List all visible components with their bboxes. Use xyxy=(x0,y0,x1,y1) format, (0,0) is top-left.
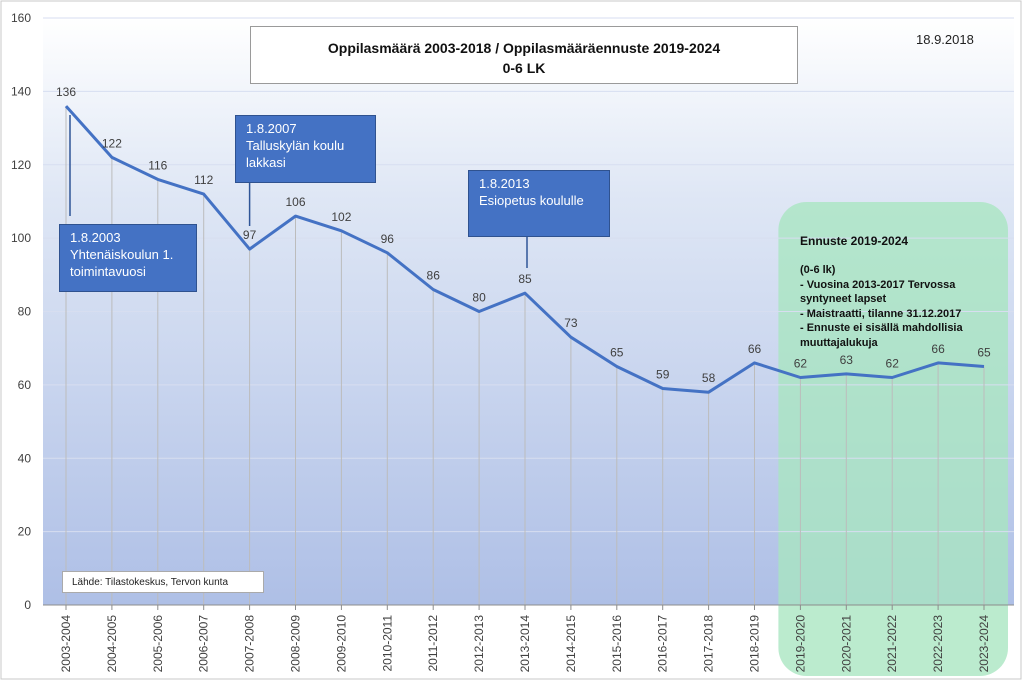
x-tick-label: 2022-2023 xyxy=(931,615,945,673)
chart-title-box: Oppilasmäärä 2003-2018 / Oppilasmääräenn… xyxy=(250,26,798,84)
annotation-2013: 1.8.2013 Esiopetus koululle xyxy=(468,170,610,237)
y-tick-label: 60 xyxy=(18,378,32,392)
forecast-note: Ennuste 2019-2024 (0-6 lk) - Vuosina 201… xyxy=(800,218,996,365)
x-tick-label: 2005-2006 xyxy=(151,615,165,673)
forecast-title: Ennuste 2019-2024 xyxy=(800,233,909,248)
data-label: 106 xyxy=(285,195,305,209)
data-label: 58 xyxy=(702,371,716,385)
x-tick-label: 2020-2021 xyxy=(839,615,853,673)
annotation-2003: 1.8.2003 Yhtenäiskoulun 1. toimintavuosi xyxy=(59,224,197,292)
data-label: 63 xyxy=(840,353,854,367)
x-tick-label: 2003-2004 xyxy=(59,615,73,673)
data-label: 97 xyxy=(243,228,257,242)
forecast-details: (0-6 lk) - Vuosina 2013-2017 Tervossa sy… xyxy=(800,264,963,349)
y-tick-label: 80 xyxy=(18,305,32,319)
data-label: 66 xyxy=(931,342,945,356)
data-label: 62 xyxy=(794,357,808,371)
data-label: 65 xyxy=(977,346,991,360)
x-tick-label: 2007-2008 xyxy=(243,615,257,673)
annotation-2007: 1.8.2007 Talluskylän koulu lakkasi xyxy=(235,115,376,183)
data-label: 73 xyxy=(564,316,578,330)
data-label: 66 xyxy=(748,342,762,356)
y-tick-label: 40 xyxy=(18,451,32,465)
x-tick-label: 2013-2014 xyxy=(518,615,532,673)
data-label: 86 xyxy=(427,268,441,282)
x-tick-label: 2014-2015 xyxy=(564,615,578,673)
x-tick-label: 2008-2009 xyxy=(289,615,303,673)
source-note: Lähde: Tilastokeskus, Tervon kunta xyxy=(62,571,264,593)
forecast-region xyxy=(778,202,1008,676)
x-tick-label: 2017-2018 xyxy=(702,615,716,673)
data-label: 85 xyxy=(518,272,532,286)
x-tick-label: 2019-2020 xyxy=(793,615,807,673)
data-label: 65 xyxy=(610,346,624,360)
x-tick-label: 2021-2022 xyxy=(885,615,899,673)
y-tick-label: 120 xyxy=(11,158,31,172)
data-label: 62 xyxy=(886,357,900,371)
x-tick-label: 2015-2016 xyxy=(610,615,624,673)
y-tick-label: 20 xyxy=(18,525,32,539)
chart-date: 18.9.2018 xyxy=(916,32,974,47)
x-tick-label: 2006-2007 xyxy=(197,615,211,673)
series-line xyxy=(64,105,985,394)
x-tick-label: 2010-2011 xyxy=(380,615,394,672)
chart-title: Oppilasmäärä 2003-2018 / Oppilasmääräenn… xyxy=(327,40,721,56)
y-tick-label: 100 xyxy=(11,231,31,245)
x-tick-label: 2009-2010 xyxy=(334,615,348,673)
data-label: 102 xyxy=(331,210,351,224)
x-tick-label: 2018-2019 xyxy=(748,615,762,673)
data-label: 112 xyxy=(194,173,213,187)
x-tick-label: 2011-2012 xyxy=(426,615,440,672)
data-label: 96 xyxy=(381,232,395,246)
data-label: 116 xyxy=(148,158,167,172)
x-tick-label: 2023-2024 xyxy=(977,615,991,673)
y-tick-label: 0 xyxy=(24,598,31,612)
x-tick-label: 2004-2005 xyxy=(105,615,119,673)
data-label: 80 xyxy=(472,291,486,305)
data-label: 59 xyxy=(656,368,670,382)
y-tick-label: 160 xyxy=(11,11,31,25)
y-tick-label: 140 xyxy=(11,84,31,98)
x-tick-label: 2012-2013 xyxy=(472,615,486,673)
data-label: 136 xyxy=(56,85,76,99)
data-label: 122 xyxy=(102,136,122,150)
chart-subtitle: 0-6 LK xyxy=(502,60,546,76)
x-tick-label: 2016-2017 xyxy=(656,615,670,673)
